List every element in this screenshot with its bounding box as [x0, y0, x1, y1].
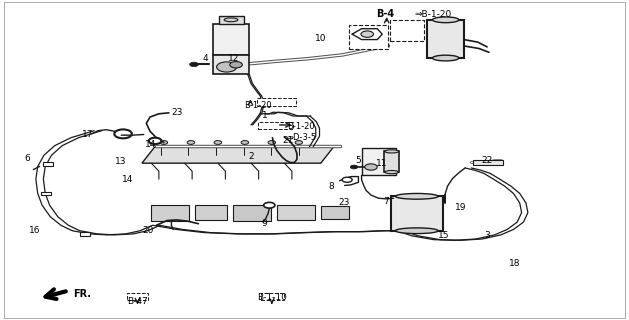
Text: B-1-20: B-1-20	[244, 101, 272, 110]
Bar	[195, 205, 226, 220]
Bar	[472, 160, 503, 165]
Text: B-4: B-4	[376, 9, 394, 19]
Bar	[390, 20, 425, 41]
Text: ⇒B-1-20: ⇒B-1-20	[415, 10, 452, 19]
Text: 7: 7	[384, 197, 389, 206]
Ellipse shape	[224, 18, 238, 22]
Circle shape	[365, 164, 377, 170]
Text: ⇒D-3-5: ⇒D-3-5	[287, 132, 317, 141]
Text: 5: 5	[355, 156, 361, 165]
Circle shape	[230, 61, 242, 68]
Text: 1: 1	[262, 111, 268, 120]
Text: 4: 4	[202, 53, 208, 62]
Text: 3: 3	[484, 231, 490, 240]
Bar	[128, 293, 148, 300]
Polygon shape	[155, 138, 352, 147]
Bar	[152, 204, 189, 221]
Bar	[349, 25, 388, 49]
Circle shape	[189, 62, 198, 67]
Polygon shape	[321, 138, 352, 204]
Circle shape	[149, 138, 162, 144]
Circle shape	[350, 165, 358, 169]
Bar	[362, 148, 396, 175]
Text: 17: 17	[82, 130, 94, 139]
Bar	[428, 20, 464, 58]
Bar	[384, 151, 399, 172]
Ellipse shape	[116, 131, 130, 137]
Bar	[391, 196, 443, 231]
Circle shape	[187, 140, 194, 144]
Text: 9: 9	[261, 219, 267, 228]
Text: B-47: B-47	[127, 297, 148, 306]
Ellipse shape	[433, 17, 459, 23]
Bar	[321, 205, 349, 219]
Text: 20: 20	[142, 226, 153, 235]
Polygon shape	[142, 163, 321, 204]
Text: FR.: FR.	[73, 290, 91, 300]
Bar	[258, 122, 292, 129]
Text: 22: 22	[481, 156, 493, 165]
Bar	[41, 192, 51, 196]
Text: B-1-20: B-1-20	[287, 122, 314, 131]
Bar	[213, 24, 249, 55]
Circle shape	[216, 62, 237, 72]
Text: 23: 23	[171, 108, 182, 117]
Circle shape	[342, 177, 352, 182]
Text: 15: 15	[438, 231, 450, 240]
Bar	[81, 232, 91, 236]
Text: 16: 16	[29, 226, 40, 235]
Ellipse shape	[396, 194, 438, 199]
Text: 18: 18	[509, 259, 521, 268]
Ellipse shape	[385, 171, 399, 174]
Bar	[233, 205, 270, 221]
Text: 6: 6	[25, 154, 30, 163]
Text: 14: 14	[123, 175, 134, 184]
Bar	[260, 293, 284, 300]
Bar	[257, 98, 296, 106]
Circle shape	[160, 140, 168, 144]
Text: 23: 23	[338, 197, 350, 206]
Text: 10: 10	[314, 35, 326, 44]
Circle shape	[268, 140, 276, 144]
Ellipse shape	[396, 228, 438, 234]
Text: 11: 11	[376, 159, 387, 168]
Text: 2: 2	[248, 152, 254, 161]
Text: 12: 12	[228, 53, 239, 62]
Text: 13: 13	[114, 157, 126, 166]
Bar	[213, 55, 249, 74]
Text: 8: 8	[328, 182, 334, 191]
Polygon shape	[142, 147, 333, 163]
Text: 14: 14	[145, 140, 157, 149]
Text: 21: 21	[282, 136, 293, 145]
Circle shape	[214, 140, 221, 144]
Text: 19: 19	[455, 203, 467, 212]
Bar	[277, 204, 314, 220]
Circle shape	[361, 31, 374, 37]
Ellipse shape	[385, 150, 399, 153]
Ellipse shape	[433, 55, 459, 61]
Circle shape	[241, 140, 248, 144]
Text: B-1-10: B-1-10	[257, 293, 287, 302]
Bar	[43, 162, 53, 166]
Circle shape	[114, 129, 132, 138]
Circle shape	[264, 202, 275, 208]
Circle shape	[295, 140, 303, 144]
Bar	[219, 16, 244, 24]
